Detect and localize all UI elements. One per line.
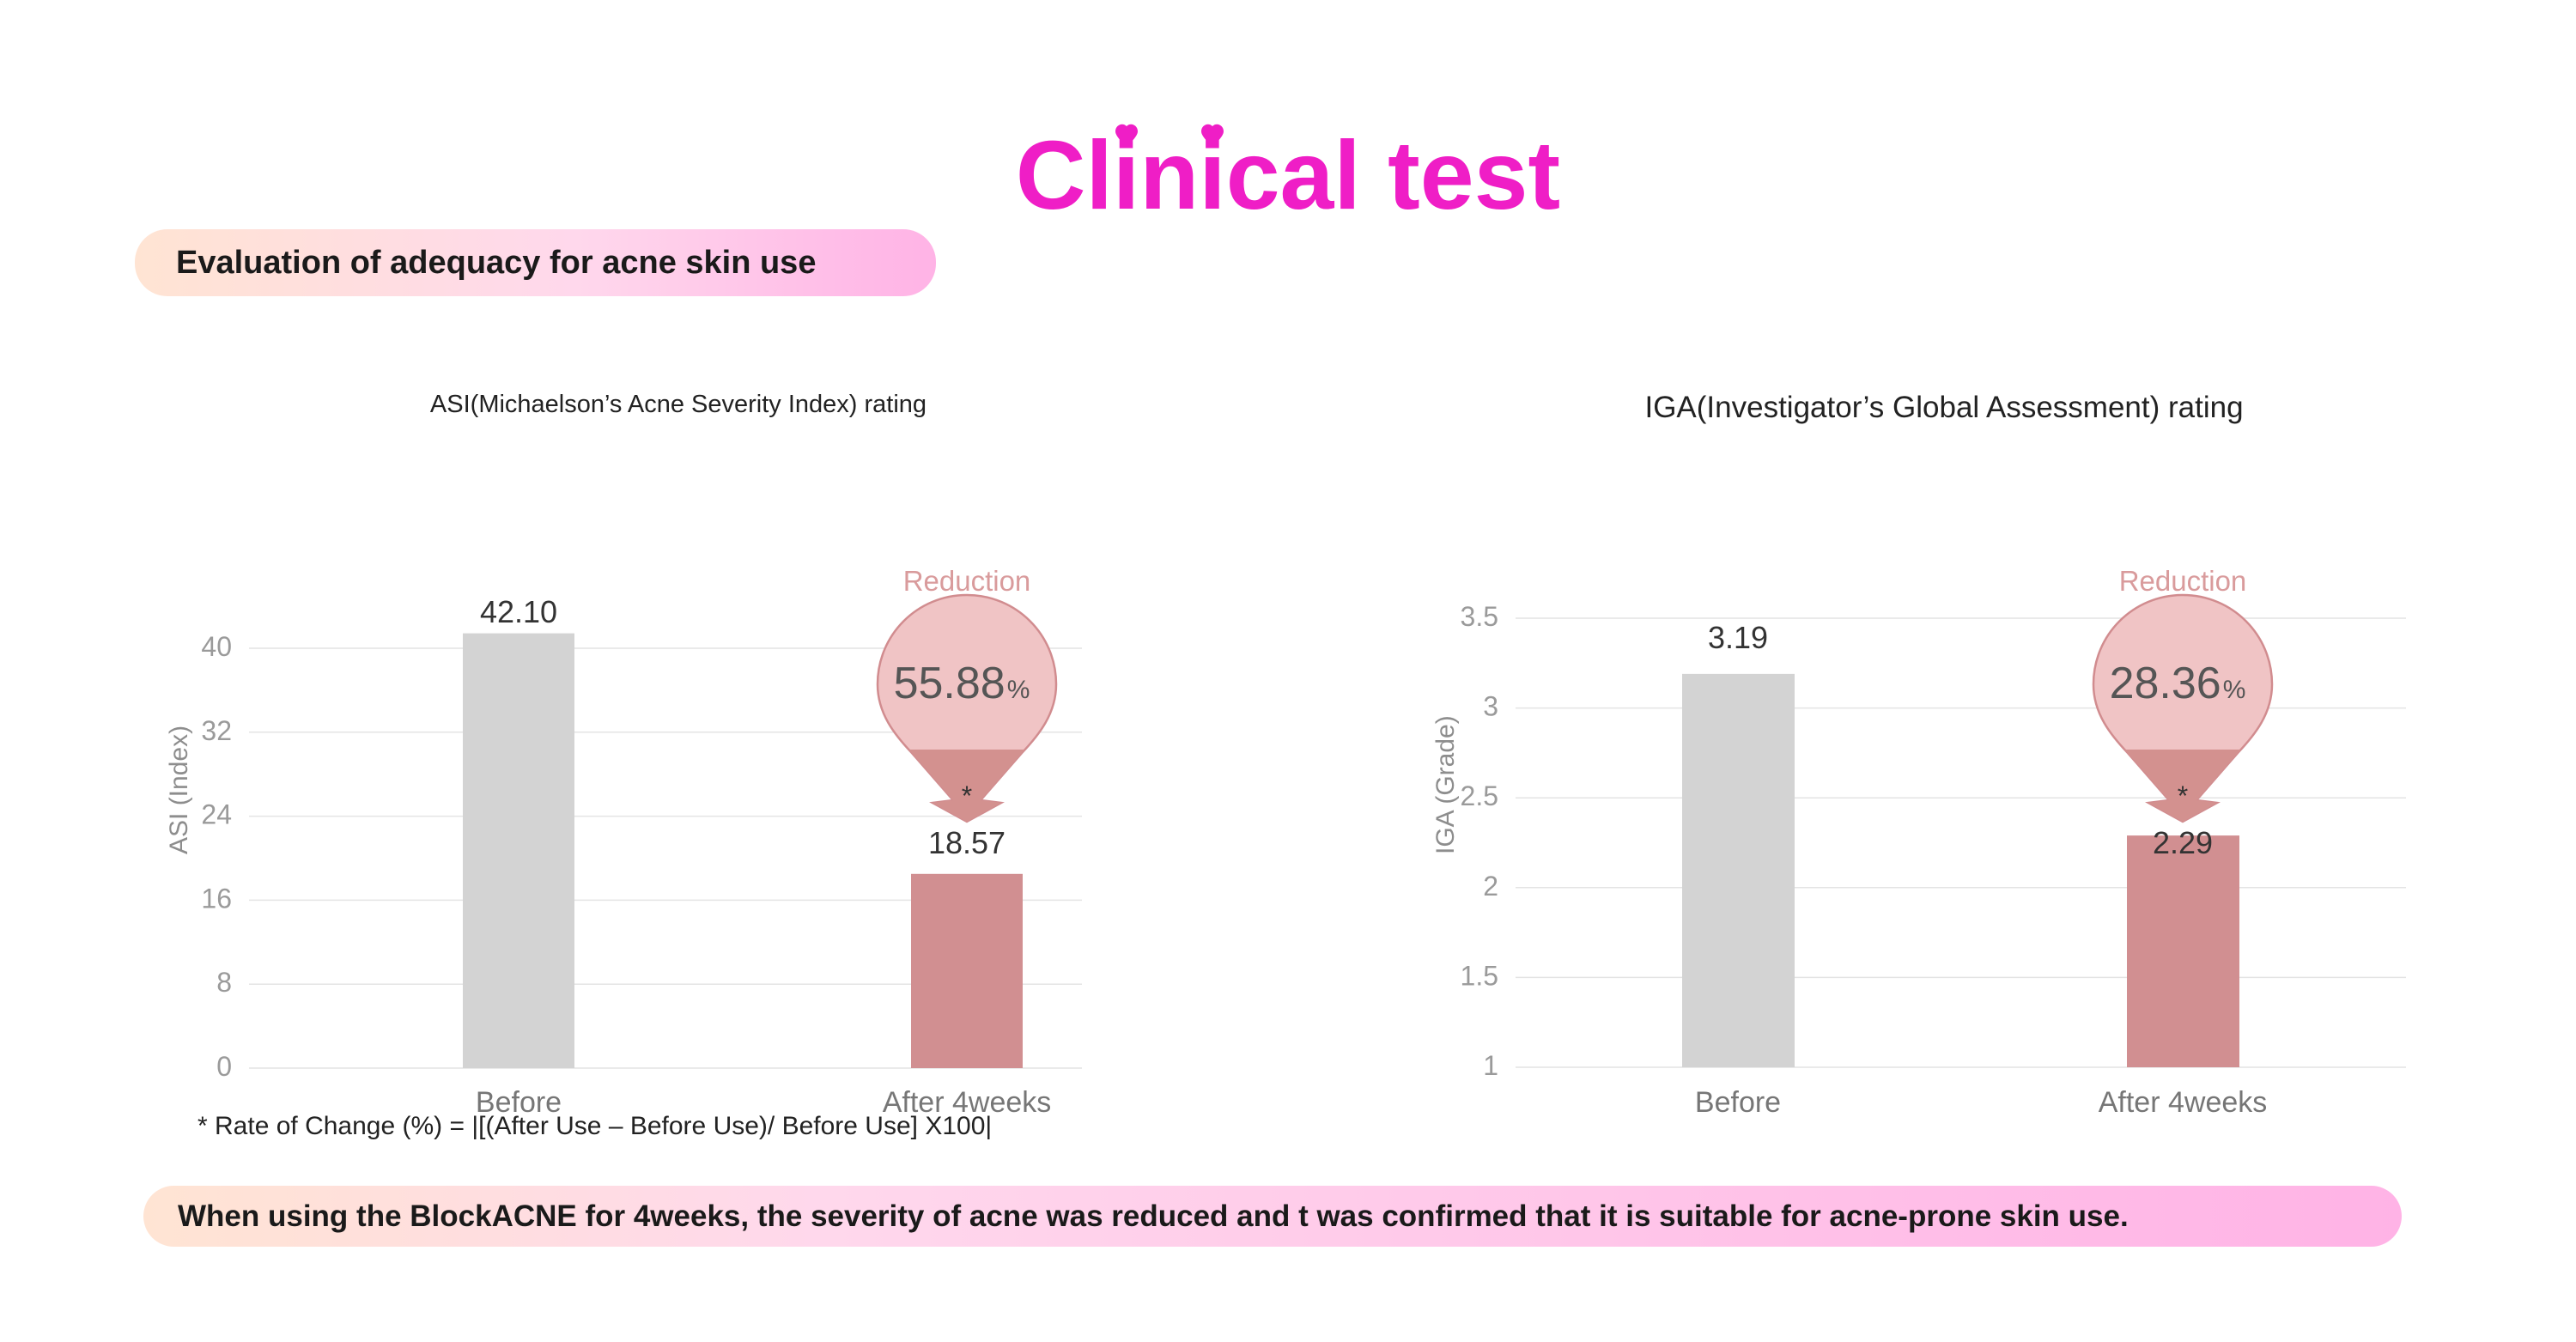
svg-text:16: 16: [201, 883, 232, 914]
svg-text:*: *: [2178, 780, 2188, 811]
svg-text:Reduction: Reduction: [2119, 565, 2247, 597]
svg-text:3.5: 3.5: [1461, 601, 1498, 632]
svg-text:Clinical test: Clinical test: [1016, 121, 1560, 229]
svg-text:3.19: 3.19: [1708, 620, 1768, 655]
svg-text:40: 40: [201, 631, 232, 662]
svg-text:42.10: 42.10: [480, 594, 557, 629]
svg-text:0: 0: [216, 1051, 232, 1082]
svg-text:8: 8: [216, 967, 232, 998]
svg-text:Before: Before: [1695, 1086, 1781, 1119]
svg-text:Reduction: Reduction: [903, 565, 1031, 597]
svg-text:2.5: 2.5: [1461, 780, 1498, 811]
svg-text:IGA (Grade): IGA (Grade): [1434, 715, 1460, 854]
svg-text:1: 1: [1483, 1050, 1498, 1081]
svg-text:18.57: 18.57: [928, 825, 1005, 860]
svg-text:3: 3: [1483, 691, 1498, 722]
svg-text:32: 32: [201, 715, 232, 746]
svg-text:1.5: 1.5: [1461, 960, 1498, 991]
svg-text:After 4weeks: After 4weeks: [2099, 1086, 2268, 1119]
svg-text:2: 2: [1483, 871, 1498, 902]
svg-text:24: 24: [201, 799, 232, 830]
svg-text:2.29: 2.29: [2153, 825, 2213, 860]
svg-text:*: *: [962, 780, 972, 811]
svg-text:ASI (Index): ASI (Index): [165, 726, 193, 854]
